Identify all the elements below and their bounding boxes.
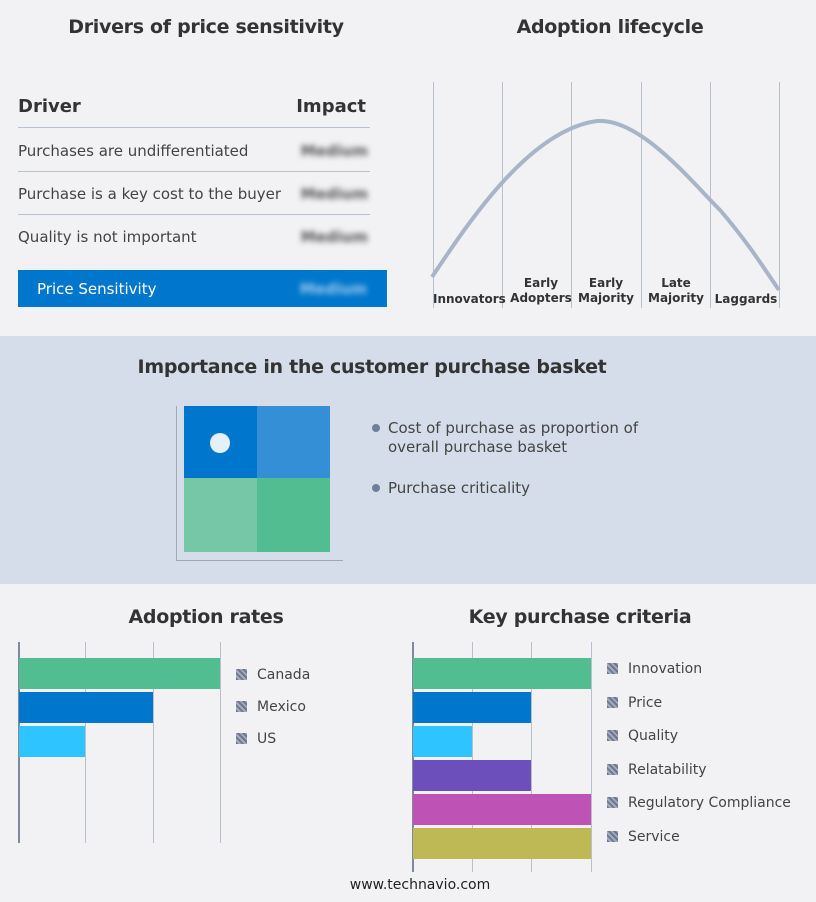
legend-label: Mexico <box>257 699 306 715</box>
price-sensitivity-summary: Price Sensitivity Medium <box>18 270 387 307</box>
legend-swatch-icon <box>607 696 618 708</box>
quadrant <box>257 406 330 478</box>
basket-section <box>0 336 816 584</box>
legend-label: Canada <box>257 667 311 683</box>
drivers-title: Drivers of price sensitivity <box>68 16 344 38</box>
legend-item: Relatability <box>607 762 707 778</box>
legend-item: Price <box>607 695 662 711</box>
bar-innovation <box>413 658 591 689</box>
quadrant <box>257 478 330 552</box>
kpc-title: Key purchase criteria <box>468 606 692 628</box>
legend-item: Canada <box>236 667 310 683</box>
gridline <box>502 82 503 308</box>
legend-label: Quality <box>628 728 679 745</box>
gridline <box>710 82 711 308</box>
impact-value: Medium <box>300 142 368 160</box>
legend-label: Innovation <box>628 661 703 677</box>
legend-label: US <box>257 731 277 747</box>
gridline <box>85 642 87 843</box>
footer-url: www.technavio.com <box>349 877 491 893</box>
bar-quality <box>413 726 472 757</box>
basket-legend-item: Purchase criticality <box>372 479 642 497</box>
basket-title: Importance in the customer purchase bask… <box>137 356 607 378</box>
stage-label: Late Majority <box>648 276 704 305</box>
stage-label: Early Adopters <box>510 276 572 305</box>
legend-label: Regulatory Compliance <box>628 795 791 812</box>
quadrant <box>184 478 257 552</box>
legend-swatch-icon <box>607 763 618 775</box>
bar-regulatory-compliance <box>413 794 591 825</box>
stage-label: Laggards <box>714 292 778 306</box>
bullet-icon <box>372 484 380 492</box>
bar-canada <box>19 658 220 689</box>
driver-header: Driver Impact <box>18 96 370 128</box>
gridline <box>220 642 221 843</box>
basket-legend-item: Cost of purchase as proportion of overal… <box>372 419 642 457</box>
stage-label: Early Majority <box>578 276 634 305</box>
legend-item: Mexico <box>236 699 306 715</box>
gridline <box>591 642 592 872</box>
gridline <box>571 82 572 308</box>
bar-us <box>19 726 86 757</box>
legend-swatch-icon <box>236 669 247 680</box>
summary-label: Price Sensitivity <box>37 280 157 298</box>
impact-value: Medium <box>300 185 368 203</box>
gridline <box>641 82 642 308</box>
legend-swatch-icon <box>607 730 618 742</box>
legend-item: Service <box>607 829 680 845</box>
legend-text: Purchase criticality <box>388 479 531 497</box>
gridline <box>531 642 533 872</box>
gridline <box>779 82 780 308</box>
driver-row: Quality is not important Medium <box>18 214 370 257</box>
bar-service <box>413 828 591 859</box>
gridline <box>412 642 414 872</box>
legend-item: Regulatory Compliance <box>607 795 791 811</box>
driver-label: Purchase is a key cost to the buyer <box>18 185 282 203</box>
legend-swatch-icon <box>236 701 247 712</box>
legend-swatch-icon <box>607 663 618 674</box>
adoption-curve <box>430 118 781 292</box>
legend-text: Cost of purchase as proportion of overal… <box>388 419 639 456</box>
gridline <box>471 642 473 872</box>
legend-swatch-icon <box>236 733 247 744</box>
bar-relatability <box>413 760 532 791</box>
summary-impact: Medium <box>299 280 367 298</box>
basket-axes <box>176 406 343 561</box>
driver-label: Quality is not important <box>18 228 197 246</box>
driver-col-label: Driver <box>18 96 81 117</box>
position-marker <box>210 433 230 453</box>
gridline <box>433 82 434 308</box>
gridline <box>152 642 154 843</box>
driver-label: Purchases are undifferentiated <box>18 142 249 160</box>
impact-value: Medium <box>300 228 368 246</box>
legend-item: Quality <box>607 728 678 744</box>
legend-swatch-icon <box>607 797 618 809</box>
bar-price <box>413 692 532 723</box>
lifecycle-title: Adoption lifecycle <box>516 16 704 38</box>
adoption-rates-title: Adoption rates <box>128 606 284 628</box>
stage-label: Innovators <box>433 292 506 306</box>
legend-label: Price <box>628 694 663 711</box>
legend-label: Relatability <box>628 761 707 778</box>
legend-label: Service <box>628 829 680 845</box>
bar-mexico <box>19 692 153 723</box>
legend-item: Innovation <box>607 661 702 677</box>
driver-row: Purchases are undifferentiated Medium <box>18 128 370 172</box>
driver-row: Purchase is a key cost to the buyer Mediu… <box>18 171 370 215</box>
legend-item: US <box>236 731 276 747</box>
bullet-icon <box>372 424 380 432</box>
legend-swatch-icon <box>607 831 618 842</box>
impact-col-label: Impact <box>296 96 366 117</box>
